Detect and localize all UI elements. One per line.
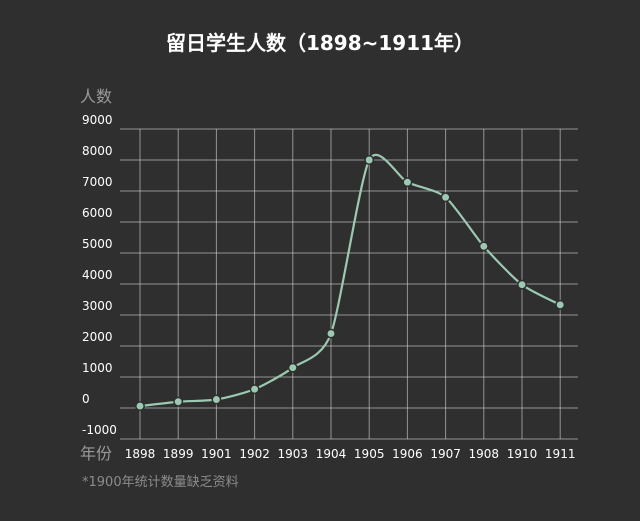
x-tick-label: 1901 [201,447,232,461]
y-tick-label: 3000 [82,299,113,313]
x-tick-label: 1910 [507,447,538,461]
data-point-1898 [135,401,145,412]
x-tick-label: 1911 [545,447,576,461]
series-line [139,153,561,408]
data-point-1911 [555,299,566,310]
y-tick-label: 5000 [82,237,113,251]
data-point-1903 [287,362,298,373]
x-tick-label: 1904 [316,447,347,461]
x-tick-labels: 1898 1899 1901 1902 1903 1904 1905 1906 1907 1908… [125,447,576,461]
data-point-1910 [517,279,527,290]
x-tick-label: 1902 [239,447,270,461]
footnote: *1900年统计数量缺乏资料 [82,475,239,490]
data-point-1908 [478,241,489,252]
y-tick-label: -1000 [82,423,117,437]
y-tick-labels: 9000 8000 7000 6000 5000 4000 3000 2000 1000 0 -10… [82,113,117,437]
data-point-1902 [249,384,260,395]
data-point-1907 [440,192,451,203]
x-tick-label: 1905 [354,447,385,461]
x-tick-label: 1907 [430,447,461,461]
series-layer [135,153,566,412]
y-tick-label: 6000 [82,206,113,220]
chart-title: 留日学生人数（1898~1911年） [166,31,474,55]
data-point-1899 [173,396,184,407]
y-tick-label: 1000 [82,361,113,375]
data-point-1905 [364,155,375,165]
data-point-1901 [211,394,222,405]
y-tick-label: 0 [82,392,90,406]
x-tick-label: 1903 [278,447,309,461]
y-axis-label: 人数 [80,87,112,106]
y-tick-label: 2000 [82,330,113,344]
x-axis-label: 年份 [80,444,112,463]
x-tick-label: 1899 [163,447,194,461]
y-tick-label: 9000 [82,113,113,127]
data-point-1906 [402,177,413,188]
data-point-1904 [326,328,336,339]
y-tick-label: 8000 [82,144,113,158]
y-tick-label: 4000 [82,268,113,282]
x-tick-label: 1898 [125,447,156,461]
x-tick-label: 1906 [392,447,423,461]
grid-layer [120,128,578,440]
y-tick-label: 7000 [82,175,113,189]
x-tick-label: 1908 [469,447,500,461]
